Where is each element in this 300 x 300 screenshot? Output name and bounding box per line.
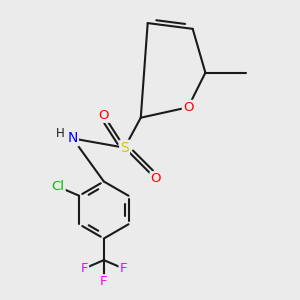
Text: F: F <box>120 262 127 275</box>
Text: H: H <box>56 128 64 140</box>
Text: O: O <box>151 172 161 185</box>
Text: O: O <box>183 101 193 114</box>
Text: O: O <box>99 109 109 122</box>
Text: S: S <box>120 141 129 155</box>
Text: F: F <box>81 262 88 275</box>
Text: N: N <box>68 131 78 146</box>
Text: Cl: Cl <box>52 180 65 193</box>
Text: F: F <box>100 275 108 288</box>
